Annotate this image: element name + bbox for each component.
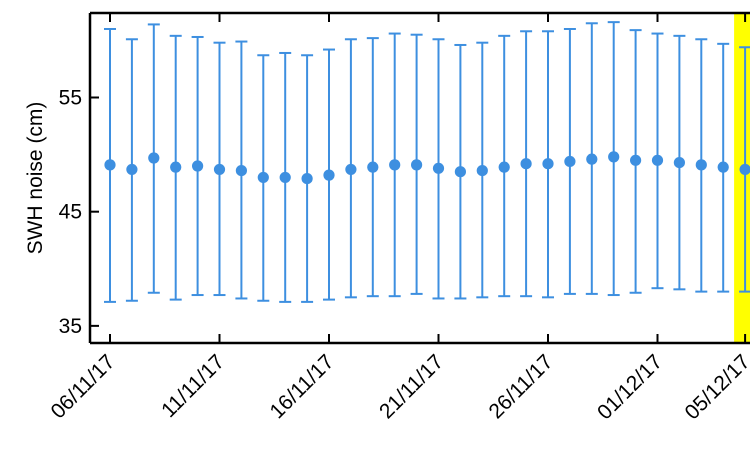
- data-point: [235, 164, 247, 177]
- error-bar-point: [104, 27, 116, 303]
- y-tick-label: 45: [59, 201, 82, 224]
- data-point: [651, 154, 664, 166]
- x-tick-label: 16/11/17: [266, 350, 339, 423]
- data-point: [170, 161, 182, 173]
- x-tick-label: 06/11/17: [47, 350, 120, 423]
- data-point: [608, 151, 620, 163]
- data-point: [432, 162, 445, 174]
- error-bar-point: [257, 54, 270, 302]
- y-tick-label: 35: [59, 315, 82, 338]
- data-point: [630, 154, 642, 166]
- data-point: [126, 163, 138, 176]
- data-point: [323, 169, 335, 181]
- error-bar-point: [169, 34, 182, 301]
- data-point: [717, 161, 729, 173]
- y-tick-label: 55: [59, 86, 82, 109]
- data-point: [695, 159, 707, 171]
- error-bar-point: [213, 41, 226, 297]
- error-bar-point: [344, 38, 357, 299]
- data-point: [257, 171, 269, 184]
- error-bar-point: [498, 34, 511, 298]
- error-bar-point: [695, 38, 708, 293]
- error-bar-point: [191, 35, 204, 297]
- data-point: [673, 156, 686, 169]
- data-point: [411, 159, 423, 171]
- data-point: [542, 158, 554, 170]
- x-tick-label: 11/11/17: [157, 350, 229, 422]
- highlight-band: [734, 13, 750, 343]
- data-point: [192, 160, 204, 172]
- error-bar-point: [673, 34, 686, 291]
- data-point: [454, 166, 466, 178]
- error-bar-point: [563, 27, 576, 295]
- error-bar-point: [388, 32, 401, 298]
- error-bar-point: [739, 46, 750, 293]
- error-bar-point: [607, 21, 620, 297]
- data-point: [367, 161, 379, 173]
- data-point: [213, 163, 226, 176]
- data-point: [148, 152, 160, 164]
- error-bar-point: [125, 38, 138, 302]
- data-point: [104, 159, 116, 171]
- error-bar-point: [301, 54, 314, 303]
- data-point: [345, 163, 357, 176]
- error-bar-point: [279, 51, 292, 303]
- data-point: [586, 153, 598, 165]
- error-bar-point: [651, 32, 664, 290]
- data-point: [389, 159, 401, 171]
- error-bar-point: [520, 30, 533, 298]
- data-point: [498, 161, 510, 173]
- data-point: [739, 163, 750, 176]
- x-tick-label: 26/11/17: [485, 350, 558, 423]
- error-bar-point: [585, 22, 598, 295]
- data-point: [520, 158, 532, 170]
- x-tick-label: 21/11/17: [375, 350, 448, 423]
- error-bar-point: [366, 37, 379, 298]
- data-point: [279, 171, 291, 184]
- x-tick-label: 01/12/17: [593, 350, 667, 424]
- error-bar-point: [476, 41, 489, 299]
- data-point: [476, 164, 488, 177]
- x-tick-label: 05/12/17: [681, 350, 750, 424]
- error-bar-point: [323, 48, 335, 301]
- error-bar-point: [432, 38, 445, 300]
- error-bar-point: [717, 42, 730, 293]
- data-point: [301, 172, 313, 185]
- error-bar-point: [629, 29, 642, 294]
- error-bar-point: [410, 33, 423, 295]
- error-bar-point: [542, 30, 554, 299]
- error-bar-point: [147, 23, 160, 294]
- y-axis-label: SWH noise (cm): [24, 102, 47, 255]
- data-point: [564, 155, 576, 168]
- error-bar-point: [454, 43, 467, 300]
- error-bar-point: [235, 40, 248, 300]
